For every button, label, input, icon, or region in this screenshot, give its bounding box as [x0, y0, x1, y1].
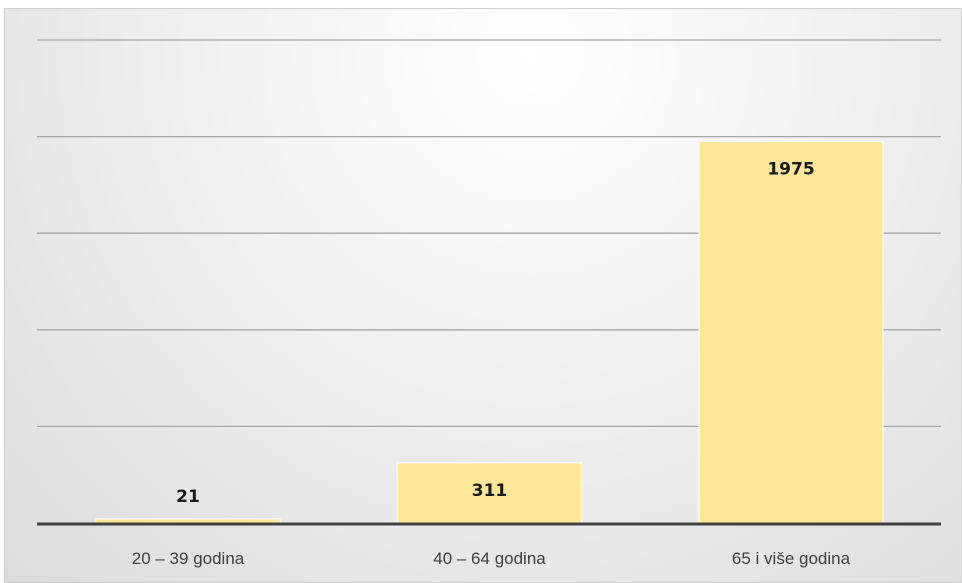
category-tick-label: 40 – 64 godina: [433, 549, 546, 568]
data-labels: 21 311 1975: [176, 159, 815, 507]
bar: [95, 518, 281, 524]
data-label: 21: [176, 487, 200, 507]
bar: [698, 140, 884, 524]
category-tick-labels: 20 – 39 godina 40 – 64 godina 65 i više go…: [132, 549, 851, 568]
data-label: 1975: [767, 159, 814, 179]
bars: [95, 140, 884, 524]
category-tick-label: 65 i više godina: [732, 549, 851, 568]
data-label: 311: [472, 481, 508, 501]
category-tick-label: 20 – 39 godina: [132, 549, 245, 568]
